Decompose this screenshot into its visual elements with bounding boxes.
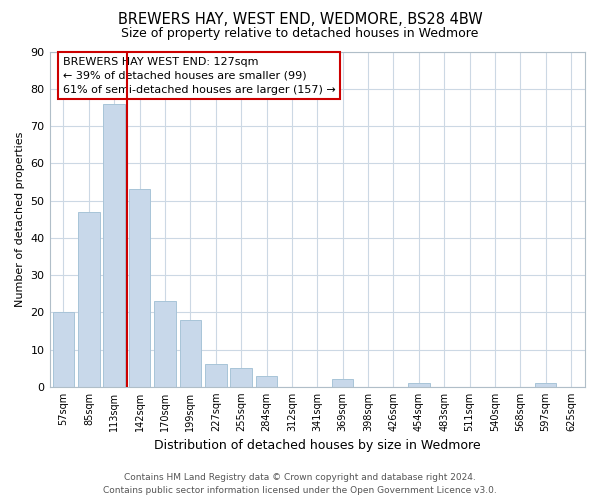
Y-axis label: Number of detached properties: Number of detached properties [15, 132, 25, 307]
Bar [332, 380, 353, 387]
Text: BREWERS HAY WEST END: 127sqm
← 39% of detached houses are smaller (99)
61% of se: BREWERS HAY WEST END: 127sqm ← 39% of de… [63, 56, 335, 94]
Bar [103, 104, 125, 387]
Bar [154, 301, 176, 387]
Bar [256, 376, 277, 387]
Bar [408, 383, 430, 387]
Bar [179, 320, 201, 387]
X-axis label: Distribution of detached houses by size in Wedmore: Distribution of detached houses by size … [154, 440, 481, 452]
Text: Size of property relative to detached houses in Wedmore: Size of property relative to detached ho… [121, 28, 479, 40]
Text: Contains HM Land Registry data © Crown copyright and database right 2024.
Contai: Contains HM Land Registry data © Crown c… [103, 474, 497, 495]
Bar [535, 383, 556, 387]
Bar [129, 190, 151, 387]
Text: BREWERS HAY, WEST END, WEDMORE, BS28 4BW: BREWERS HAY, WEST END, WEDMORE, BS28 4BW [118, 12, 482, 28]
Bar [78, 212, 100, 387]
Bar [230, 368, 252, 387]
Bar [53, 312, 74, 387]
Bar [205, 364, 227, 387]
